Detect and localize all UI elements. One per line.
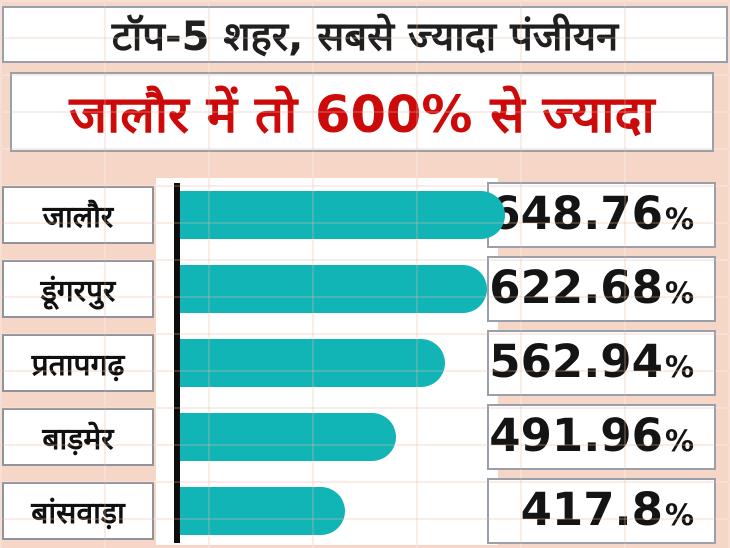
bar-pratapgarh [178,339,445,387]
category-label: डूंगरपुर [2,260,154,318]
value-cell: 562.94% [487,330,716,396]
category-label: प्रतापगढ़ [2,334,154,392]
percent-sign: % [664,276,694,310]
value-cell: 417.8% [487,478,716,544]
bar-dungarpur [178,265,487,313]
bar-jalore [178,191,505,239]
value-cell: 648.76% [487,182,716,248]
chart-row: बाड़मेर 491.96% [0,400,730,474]
chart-row: जालौर 648.76% [0,178,730,252]
value-number: 648.76 [489,187,663,240]
value-number: 491.96 [489,409,663,462]
chart-subtitle-box: जालौर में तो 600% से ज्यादा [10,72,714,152]
chart-row: डूंगरपुर 622.68% [0,252,730,326]
percent-sign: % [664,350,694,384]
chart-subtitle: जालौर में तो 600% से ज्यादा [69,86,655,145]
percent-sign: % [664,202,694,236]
value-cell: 491.96% [487,404,716,470]
value-number: 562.94 [489,335,663,388]
percent-sign: % [664,424,694,458]
bar-barmer [178,413,396,461]
chart-row: बांसवाड़ा 417.8% [0,474,730,548]
value-number: 622.68 [489,261,663,314]
chart-title-box: टॉप-5 शहर, सबसे ज्यादा पंजीयन [2,6,728,63]
value-number: 417.8 [520,483,663,536]
bar-banswara [178,487,345,535]
category-label: जालौर [2,186,154,244]
y-axis-line [174,183,180,543]
category-label: बाड़मेर [2,408,154,466]
value-cell: 622.68% [487,256,716,322]
chart-row: प्रतापगढ़ 562.94% [0,326,730,400]
percent-sign: % [664,498,694,532]
chart-title: टॉप-5 शहर, सबसे ज्यादा पंजीयन [111,14,619,60]
category-label: बांसवाड़ा [2,482,154,540]
